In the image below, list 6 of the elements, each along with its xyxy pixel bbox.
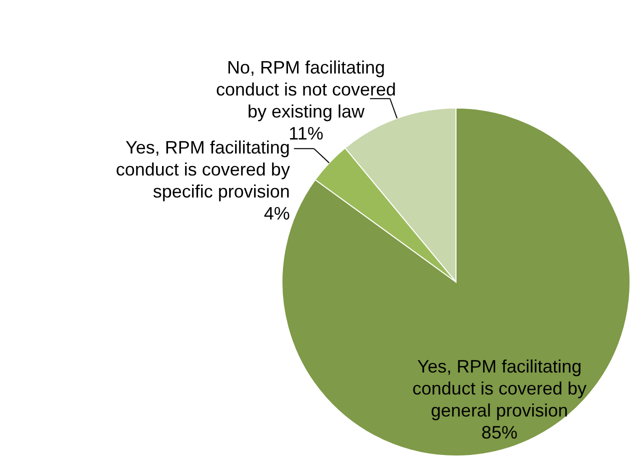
data-label: 11% xyxy=(288,124,324,144)
slice-label: Yes, RPM facilitating conduct is covered by general provision xyxy=(412,356,586,420)
data-label: 4% xyxy=(264,204,290,224)
slice-label: No, RPM facilitating conduct is not covered by existing law xyxy=(216,58,396,122)
data-label: 85% xyxy=(481,422,518,442)
slice-label: Yes, RPM facilitating conduct is covered by specific provision xyxy=(116,138,290,202)
